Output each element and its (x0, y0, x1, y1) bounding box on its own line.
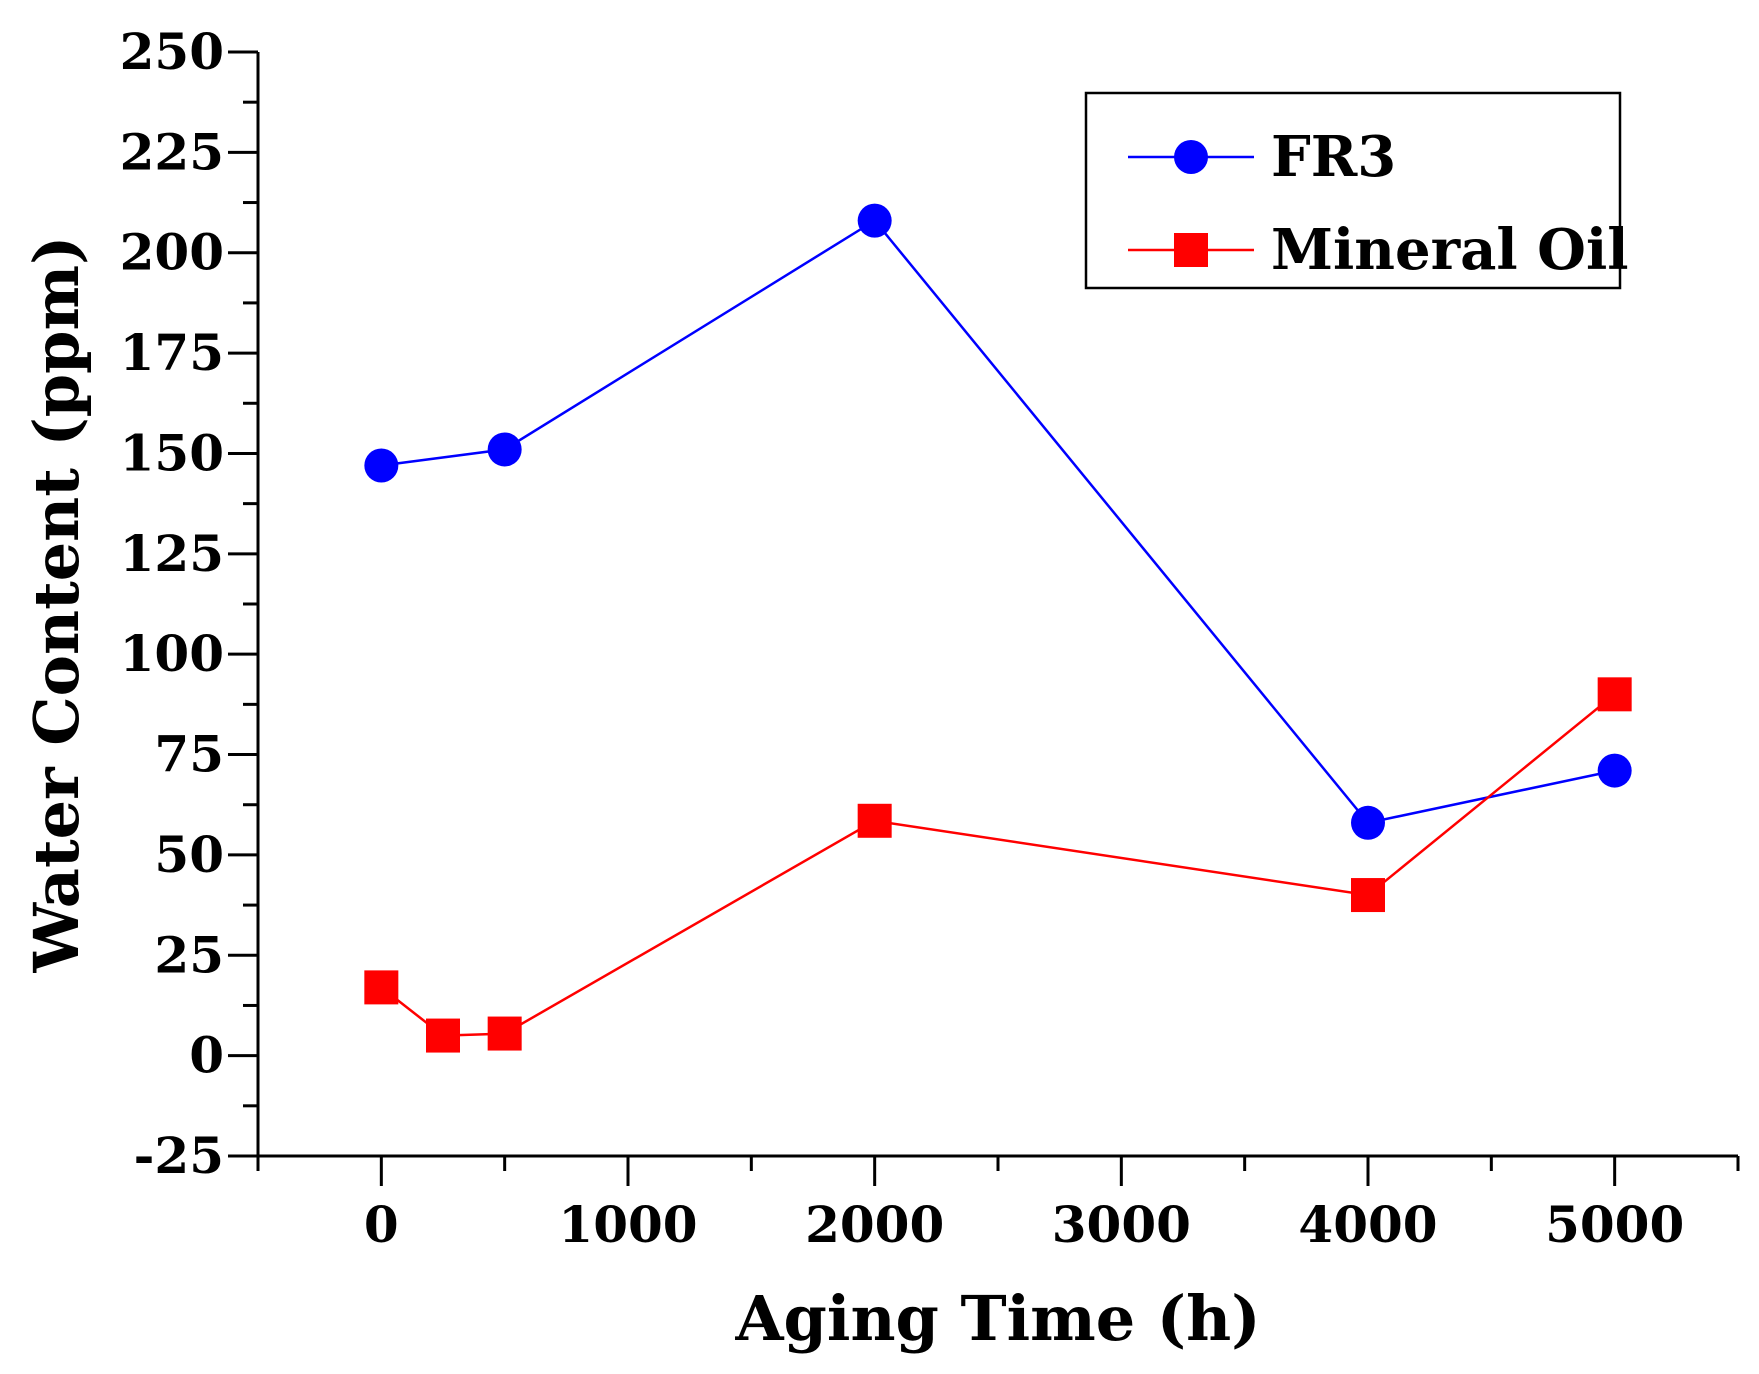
x-tick-label: 3000 (1052, 1195, 1191, 1254)
legend-label-mineral-oil: Mineral Oil (1271, 217, 1629, 283)
series-line-fr3 (381, 218, 1615, 825)
y-tick-label: 200 (120, 223, 224, 282)
data-point-mineral-oil (426, 1018, 460, 1053)
y-tick-label: 225 (120, 122, 224, 181)
axes: -25 0 25 50 75 100 125 150 175 200 225 250 0 1000 2000… (120, 22, 1740, 1254)
legend-marker-fr3 (1174, 140, 1208, 174)
data-point-fr3 (857, 203, 892, 238)
legend-item-fr3: FR3 (1128, 124, 1396, 190)
x-tick-label: 4000 (1298, 1195, 1437, 1254)
data-point-mineral-oil (1351, 878, 1385, 913)
y-tick-label: 25 (154, 925, 224, 984)
legend-marker-mineral-oil (1174, 233, 1208, 267)
x-tick-label: 1000 (558, 1195, 697, 1254)
legend-item-mineral-oil: Mineral Oil (1128, 217, 1629, 283)
data-point-fr3 (364, 448, 399, 483)
series-line-mineral-oil (380, 693, 1616, 1037)
y-tick-label: 50 (154, 825, 224, 884)
data-point-fr3 (1351, 805, 1385, 840)
x-tick-label: 2000 (805, 1195, 944, 1254)
y-tick-label: 250 (120, 22, 224, 81)
data-point-fr3 (487, 432, 522, 467)
series-fr3 (364, 203, 1632, 840)
series-layer (364, 203, 1632, 1053)
data-point-mineral-oil (487, 1016, 522, 1051)
y-tick-label: 150 (120, 423, 224, 482)
y-tick-label: -25 (134, 1126, 224, 1185)
data-point-mineral-oil (1597, 677, 1632, 712)
legend: FR3 Mineral Oil (1084, 91, 1629, 290)
legend-label-fr3: FR3 (1271, 124, 1396, 190)
series-mineral-oil (364, 677, 1632, 1053)
y-tick-label: 0 (189, 1026, 224, 1085)
x-tick-label: 5000 (1545, 1195, 1684, 1254)
y-tick-label: 125 (120, 524, 224, 583)
data-point-mineral-oil (364, 970, 399, 1005)
data-point-mineral-oil (857, 803, 892, 838)
x-tick-label: 0 (364, 1195, 399, 1254)
y-tick-label: 175 (120, 323, 224, 382)
data-point-fr3 (1597, 753, 1632, 788)
y-tick-label: 75 (154, 725, 224, 784)
y-tick-label: 100 (120, 624, 224, 683)
x-axis-title: Aging Time (h) (734, 1282, 1260, 1355)
y-axis-title: Water Content (ppm) (20, 236, 93, 974)
